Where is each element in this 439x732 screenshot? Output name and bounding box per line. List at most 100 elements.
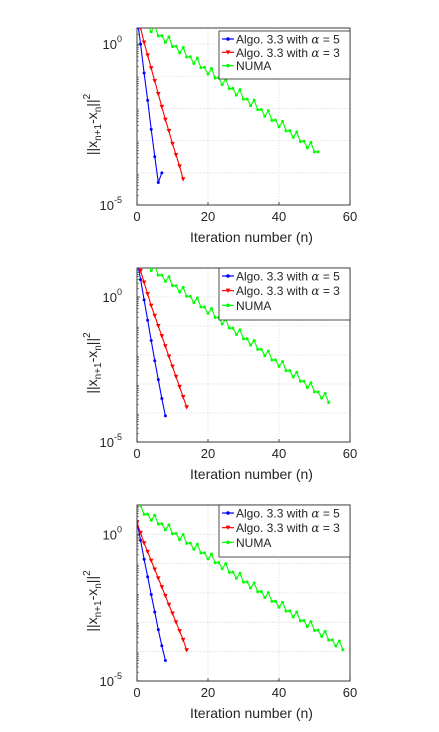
data-point [148,66,154,71]
data-point [270,118,274,122]
data-point [295,130,299,134]
data-point [173,153,179,158]
data-point [149,269,153,273]
data-point [252,581,256,585]
data-point [270,599,274,603]
data-point [156,378,160,382]
data-point [146,575,150,579]
data-point [259,347,263,351]
data-point [295,610,299,614]
data-point [256,590,260,594]
data-point [238,571,242,575]
data-point [143,263,146,266]
data-point [192,547,196,551]
series-3 [139,505,345,652]
data-point [141,40,147,45]
data-point [305,386,309,390]
y-tick-label: 100 [103,524,122,542]
data-point [195,296,199,300]
data-point [163,279,167,283]
x-tick-label: 20 [201,685,215,700]
data-point [238,328,242,332]
data-point [174,531,178,535]
data-point [206,311,210,315]
data-point [249,343,253,347]
data-point [210,307,214,311]
data-point [213,316,217,320]
data-point [177,384,182,390]
data-point [149,339,153,342]
data-point [166,354,172,359]
data-point [139,278,143,282]
data-point [224,562,228,566]
data-point [170,141,175,147]
legend-marker [226,511,230,515]
data-point [234,93,238,97]
data-point [170,611,175,616]
x-tick-label: 20 [201,209,215,224]
data-point [213,76,217,80]
data-point [320,634,324,638]
data-point [136,258,139,261]
legend-marker [226,37,230,41]
data-point [138,530,143,536]
data-point [270,358,274,362]
data-point [259,590,263,594]
data-point [137,520,140,525]
data-point [256,347,260,351]
data-point [142,71,146,75]
data-point [330,638,334,642]
series-1 [137,28,164,184]
data-point [284,129,288,133]
data-point [166,602,172,608]
legend-marker [225,50,231,55]
data-point [266,349,270,353]
data-point [148,303,154,308]
x-tick-label: 40 [272,685,286,700]
data-point [316,390,320,394]
data-point [180,637,186,643]
data-point [227,570,231,574]
data-point [298,619,302,623]
data-point [178,290,182,294]
data-point [273,118,277,122]
data-point [153,610,157,614]
chart-panel-3: 0 20 40 60 100 10-5 Iteration number (n) ||xn+1… [82,504,357,721]
data-point [288,129,292,133]
data-point [231,570,235,574]
legend-label: Algo. 3.3 with α = 3 [236,46,340,60]
data-point [220,567,224,571]
data-point [273,599,277,603]
data-point [163,40,167,44]
data-point [327,638,331,642]
data-point [159,334,165,339]
x-tick-label: 60 [343,685,357,700]
y-tick-label: 10-5 [100,195,122,213]
data-point [153,265,156,268]
data-point [178,51,182,55]
data-point [143,24,146,27]
x-tick-label: 60 [343,209,357,224]
legend-label: NUMA [236,299,271,313]
data-point [178,538,182,542]
data-point [163,528,167,532]
data-point [305,146,309,150]
data-point [309,140,313,144]
data-point [199,66,203,70]
data-point [334,644,338,648]
data-point [313,150,316,154]
data-point [139,14,142,17]
data-point [192,301,196,305]
data-point [341,648,345,652]
legend-label: NUMA [236,536,271,550]
data-point [238,88,242,92]
data-point [277,605,281,609]
legend-marker [226,274,230,278]
series-line [137,28,163,183]
data-point [302,139,306,143]
series-1 [136,258,167,418]
data-point [145,292,150,297]
data-point [195,542,199,546]
